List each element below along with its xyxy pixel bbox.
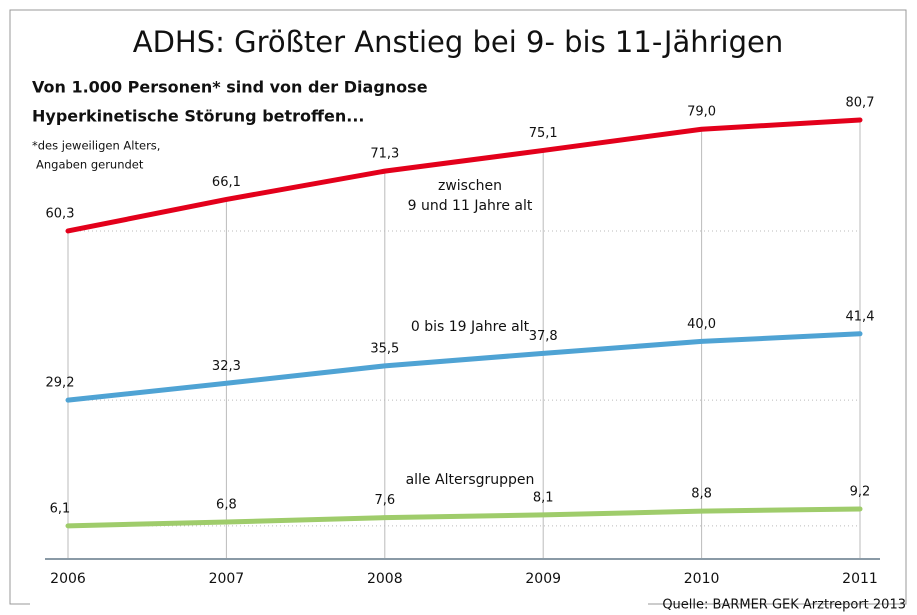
value-label: 75,1 — [529, 126, 558, 141]
frame — [9, 9, 907, 605]
note: Angaben gerundet — [36, 158, 144, 172]
x-tick-label: 2009 — [525, 571, 561, 587]
series-label: 0 bis 19 Jahre alt — [411, 319, 530, 335]
value-label: 80,7 — [846, 95, 875, 110]
line — [65, 331, 863, 403]
x-tick-label: 2006 — [50, 571, 86, 587]
value-label: 66,1 — [212, 175, 241, 190]
line — [65, 506, 863, 529]
value-label: 6,8 — [216, 498, 237, 513]
subtitle: Von 1.000 Personen* sind von der Diagnos… — [32, 78, 428, 97]
series-label: zwischen — [438, 178, 502, 194]
value-label: 40,0 — [687, 317, 716, 332]
value-label: 8,1 — [533, 490, 554, 505]
x-tick-label: 2008 — [367, 571, 403, 587]
subtitle: Hyperkinetische Störung betroffen... — [32, 107, 364, 126]
series-label: alle Altersgruppen — [406, 472, 535, 488]
x-tick-label: 2007 — [209, 571, 245, 587]
value-label: 9,2 — [850, 484, 871, 499]
value-label: 79,0 — [687, 105, 716, 120]
x-tick-label: 2011 — [842, 571, 878, 587]
value-label: 35,5 — [370, 341, 399, 356]
value-label: 32,3 — [212, 359, 241, 374]
value-label: 60,3 — [46, 206, 75, 221]
source: Quelle: BARMER GEK Arztreport 2013 — [662, 598, 906, 613]
line — [65, 117, 863, 234]
value-label: 71,3 — [370, 147, 399, 162]
value-label: 41,4 — [846, 309, 875, 324]
value-label: 7,6 — [374, 493, 395, 508]
x-tick-label: 2010 — [684, 571, 720, 587]
series-label: 9 und 11 Jahre alt — [408, 198, 533, 214]
value-label: 8,8 — [691, 487, 712, 502]
value-label: 29,2 — [46, 376, 75, 391]
note: *des jeweiligen Alters, — [32, 139, 160, 153]
value-label: 6,1 — [50, 501, 71, 516]
value-label: 37,8 — [529, 329, 558, 344]
chart-title: ADHS: Größter Anstieg bei 9- bis 11-Jähr… — [133, 25, 783, 59]
